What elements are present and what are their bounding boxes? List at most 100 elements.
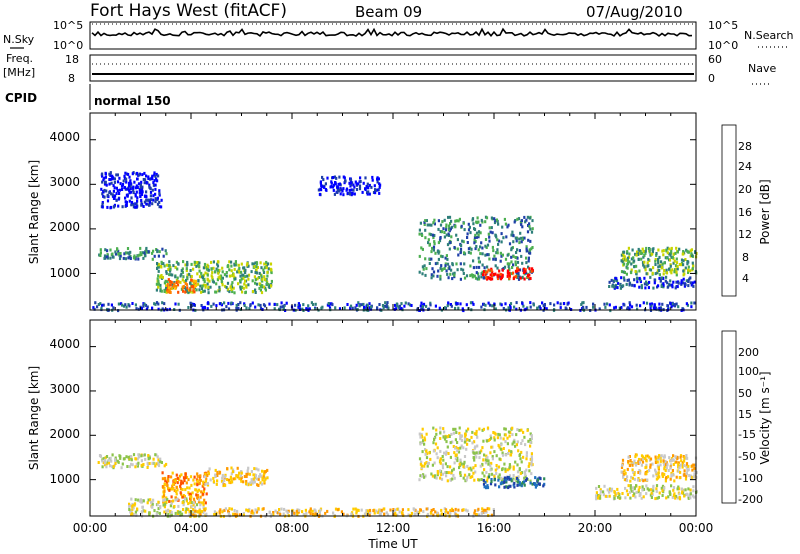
- scatter-cell-velocity-4: [503, 462, 506, 466]
- scatter-cell-power-8: [332, 176, 335, 179]
- scatter-cell-power-7: [608, 280, 611, 284]
- scatter-cell-velocity-1: [178, 478, 181, 482]
- scatter-cell-velocity-3: [131, 507, 134, 511]
- scatter-cell-velocity-6: [675, 475, 678, 479]
- scatter-cell-velocity-4: [484, 461, 487, 465]
- scatter-cell-velocity-8: [280, 507, 283, 511]
- scatter-cell-velocity-1: [176, 476, 179, 480]
- scatter-cell-velocity-6: [664, 463, 668, 467]
- scatter-cell-velocity-8: [432, 513, 435, 517]
- scatter-cell-power-2: [220, 277, 223, 281]
- scatter-cell-power-9: [301, 307, 304, 311]
- scatter-cell-power-9: [281, 305, 284, 309]
- scatter-cell-velocity-6: [683, 469, 686, 473]
- scatter-cell-power-4: [463, 251, 466, 255]
- scatter-cell-power-4: [478, 265, 481, 269]
- scatter-cell-power-2: [166, 280, 169, 284]
- scatter-cell-velocity-1: [167, 479, 170, 483]
- scatter-cell-velocity-4: [478, 451, 482, 455]
- scatter-cell-power-1: [110, 205, 113, 209]
- scatter-cell-power-9: [280, 301, 283, 305]
- scatter-cell-velocity-0: [142, 463, 145, 466]
- scatter-cell-velocity-3: [164, 502, 167, 506]
- scatter-cell-power-9: [294, 303, 297, 307]
- scatter-cell-velocity-4: [479, 464, 482, 468]
- scatter-cell-power-1: [101, 202, 104, 206]
- scatter-cell-power-2: [159, 264, 162, 268]
- scatter-cell-velocity-3: [132, 513, 135, 516]
- scatter-cell-power-2: [263, 262, 266, 266]
- scatter-cell-power-2: [263, 275, 266, 279]
- scatter-cell-power-1: [152, 194, 155, 198]
- scatter-cell-velocity-8: [198, 510, 201, 514]
- scatter-cell-power-9: [251, 301, 254, 305]
- scatter-cell-velocity-4: [492, 431, 495, 434]
- scatter-cell-power-2: [238, 270, 241, 274]
- scatter-cell-power-1: [148, 177, 152, 181]
- scatter-cell-power-2: [204, 285, 207, 289]
- scatter-cell-power-1: [144, 178, 147, 182]
- scatter-cell-power-2: [155, 288, 158, 292]
- scatter-cell-power-7: [633, 284, 636, 288]
- scatter-cell-power-9: [107, 302, 110, 306]
- scatter-cell-power-9: [393, 307, 396, 311]
- scatter-cell-velocity-4: [519, 471, 522, 475]
- scatter-cell-power-0: [133, 254, 136, 258]
- scatter-cell-power-2: [256, 277, 259, 281]
- scatter-cell-power-9: [513, 305, 516, 309]
- scatter-cell-power-5: [499, 272, 502, 276]
- scatter-cell-velocity-7: [680, 487, 683, 491]
- scatter-cell-power-9: [690, 301, 693, 305]
- scatter-cell-power-9: [143, 302, 146, 306]
- scatter-cell-velocity-4: [433, 438, 436, 441]
- scatter-cell-power-9: [112, 306, 115, 310]
- scatter-cell-velocity-4: [489, 451, 492, 455]
- scatter-cell-power-7: [610, 278, 613, 282]
- scatter-cell-power-6: [675, 270, 678, 274]
- scatter-cell-velocity-4: [435, 476, 438, 480]
- scatter-cell-power-9: [515, 301, 518, 305]
- scatter-cell-power-7: [631, 283, 634, 287]
- scatter-cell-power-9: [121, 303, 124, 307]
- scatter-cell-velocity-6: [663, 462, 666, 466]
- scatter-cell-velocity-2: [235, 474, 238, 478]
- velocity-cbar-label: Velocity [m s⁻¹]: [758, 371, 772, 464]
- scatter-cell-velocity-0: [109, 456, 112, 460]
- scatter-cell-power-4: [490, 216, 493, 220]
- scatter-cell-velocity-4: [520, 460, 523, 464]
- scatter-cell-power-9: [349, 304, 353, 308]
- scatter-cell-velocity-8: [410, 511, 413, 515]
- scatter-cell-power-4: [475, 271, 478, 275]
- scatter-cell-velocity-0: [97, 461, 100, 464]
- scatter-cell-power-5: [485, 276, 488, 280]
- velocity-ytick-2000: 2000: [49, 427, 80, 441]
- scatter-cell-power-0: [119, 252, 122, 255]
- scatter-cell-velocity-6: [633, 473, 636, 477]
- scatter-cell-velocity-8: [200, 509, 203, 513]
- scatter-cell-velocity-8: [389, 508, 392, 512]
- scatter-cell-power-2: [228, 268, 231, 272]
- scatter-cell-velocity-6: [645, 463, 648, 467]
- scatter-cell-power-2: [268, 286, 271, 289]
- scatter-cell-power-4: [520, 254, 523, 258]
- scatter-cell-power-2: [244, 279, 247, 283]
- scatter-cell-power-9: [174, 302, 177, 306]
- scatter-cell-velocity-0: [152, 457, 155, 461]
- scatter-cell-power-9: [502, 307, 505, 310]
- scatter-cell-power-4: [523, 215, 526, 219]
- scatter-cell-power-2: [220, 280, 223, 283]
- scatter-cell-velocity-6: [637, 462, 640, 465]
- scatter-cell-velocity-3: [162, 503, 165, 507]
- scatter-cell-power-1: [156, 196, 159, 200]
- scatter-cell-power-9: [191, 304, 194, 307]
- scatter-cell-power-6: [620, 259, 623, 263]
- scatter-cell-power-9: [146, 305, 149, 309]
- scatter-cell-power-3: [184, 290, 187, 294]
- scatter-cell-power-7: [665, 275, 668, 279]
- scatter-cell-power-1: [124, 200, 127, 204]
- scatter-cell-power-4: [527, 259, 530, 263]
- scatter-cell-power-4: [473, 238, 476, 242]
- scatter-cell-power-4: [434, 251, 437, 255]
- scatter-cell-power-8: [364, 176, 367, 180]
- velocity-frame: [89, 319, 697, 517]
